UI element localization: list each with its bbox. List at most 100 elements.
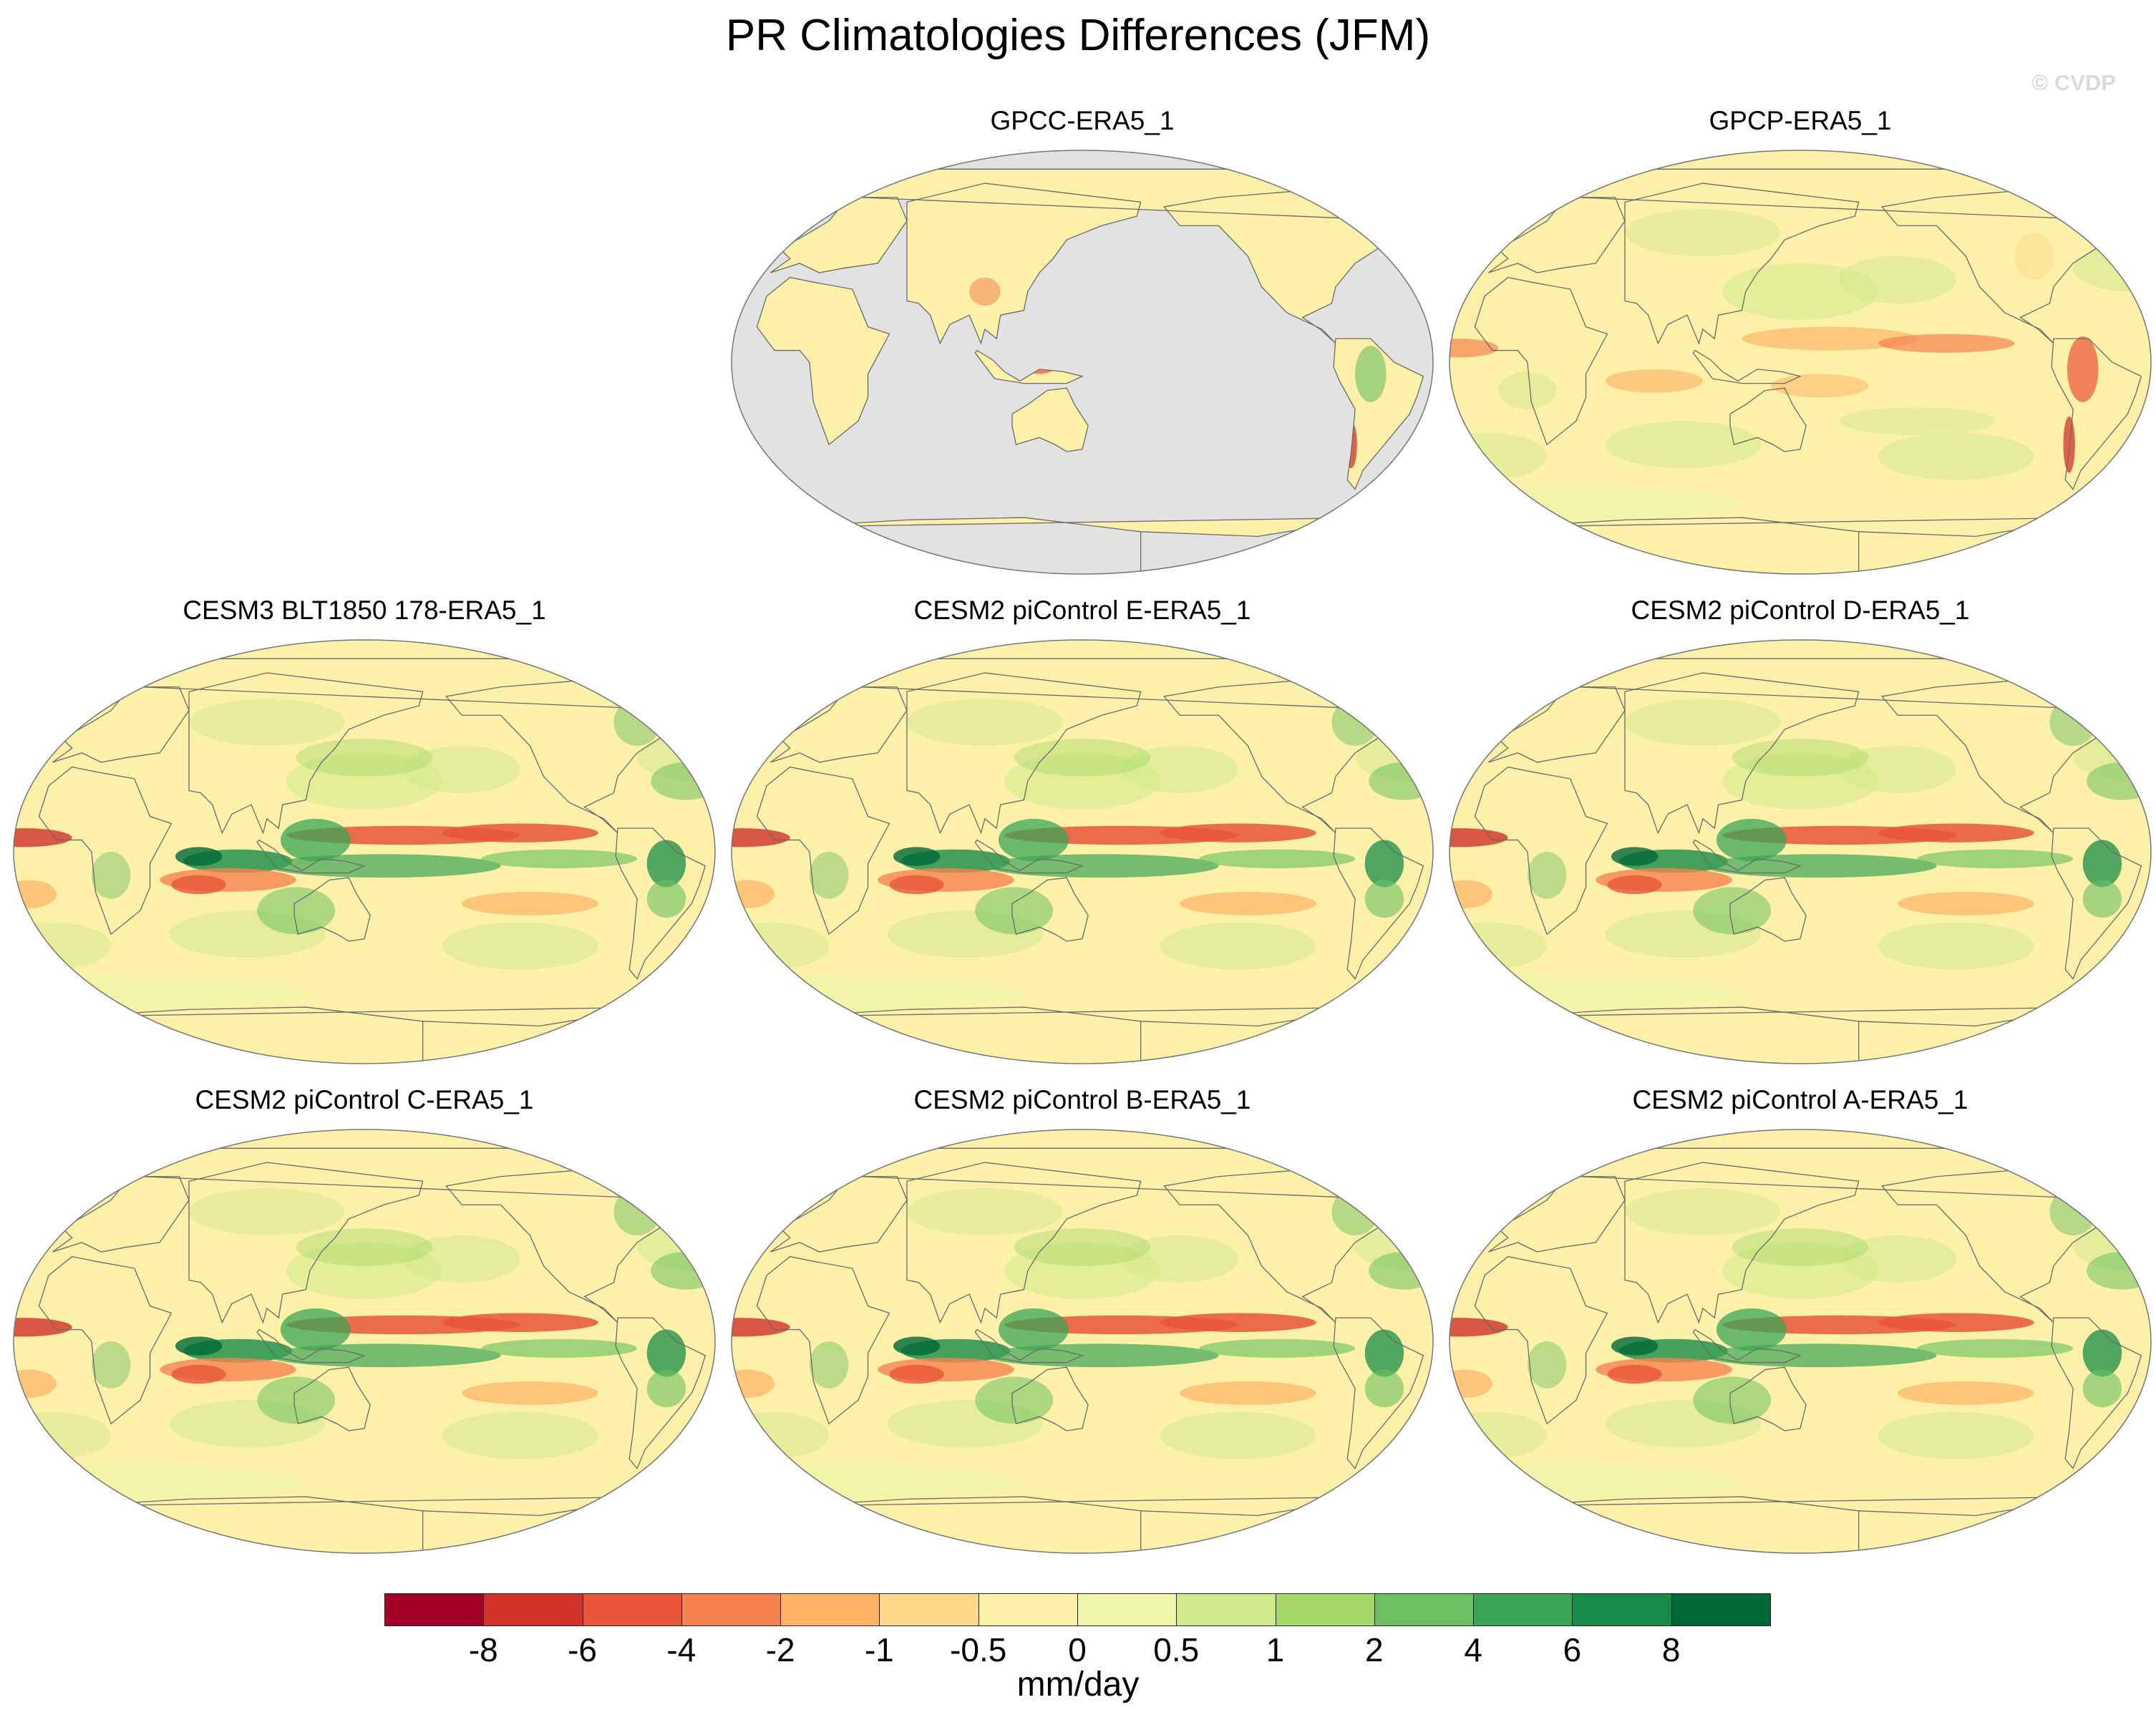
map-outline [731, 639, 1434, 1064]
map-cesm2-d [1449, 639, 2152, 1064]
coastline [38, 1255, 173, 1425]
anomaly-region [613, 1188, 661, 1235]
anomaly-region [1605, 421, 1762, 468]
anomaly-region [975, 887, 1054, 935]
anomaly-region [1527, 852, 1567, 899]
coastline [756, 276, 890, 446]
anomaly-region [975, 1376, 1054, 1424]
anomaly-region [1839, 746, 1956, 793]
colorbar-tick-label: -0.5 [950, 1631, 1007, 1668]
coastline [1692, 1328, 1802, 1364]
coastline [974, 839, 1084, 874]
anomaly-region [1355, 345, 1387, 402]
coastline [188, 1162, 424, 1324]
anomaly-region [286, 1242, 442, 1299]
colorbar-box [1374, 1593, 1475, 1626]
anomaly-region [651, 1252, 715, 1290]
colorbar-box [879, 1593, 979, 1626]
coastline [1011, 877, 1089, 942]
colorbar-box [483, 1593, 583, 1626]
anomaly-region [1121, 746, 1238, 793]
anomaly-region [646, 880, 686, 918]
anomaly-region [2063, 416, 2075, 473]
anomaly-region [1702, 1343, 1937, 1368]
coastline [615, 1317, 706, 1469]
anomaly-region [1364, 1369, 1404, 1408]
coastline [2051, 1317, 2142, 1469]
anomaly-region [1771, 374, 1869, 398]
coastline [1474, 766, 1608, 936]
map-panel-cesm2-e: CESM2 piControl E-ERA5_1 [728, 596, 1437, 1068]
colorbar-tick-label: 6 [1563, 1631, 1582, 1668]
anomaly-region [442, 1313, 598, 1332]
anomaly-region [1160, 823, 1316, 842]
anomaly-region [1917, 1338, 2074, 1359]
map-cesm2-a [1449, 1129, 2152, 1554]
coastline [1624, 672, 1860, 835]
anomaly-region [442, 1411, 598, 1459]
anomaly-region [91, 852, 131, 899]
coastline [974, 1328, 1084, 1364]
coastline [1692, 349, 1802, 384]
anomaly-region [1160, 1411, 1316, 1459]
anomaly-region [646, 1369, 686, 1408]
anomaly-region [1369, 762, 1433, 800]
anomaly-region [1605, 369, 1703, 393]
anomaly-region [257, 1376, 336, 1424]
anomaly-region [1693, 887, 1772, 935]
anomaly-region [2087, 1252, 2151, 1290]
anomaly-region [732, 828, 790, 847]
anomaly-region [1625, 209, 1781, 256]
anomaly-region [1878, 922, 2034, 970]
colorbar [384, 1593, 1771, 1626]
anomaly-region [1878, 1411, 2034, 1459]
anomaly-region [1331, 1188, 1379, 1235]
anomaly-region [1607, 1364, 1662, 1384]
anomaly-region [889, 875, 944, 895]
colorbar-tick-label: -4 [666, 1631, 696, 1668]
anomaly-region [1121, 1235, 1238, 1283]
coastline [1474, 1255, 1608, 1425]
colorbar-box [1473, 1593, 1573, 1626]
anomaly-region [2082, 880, 2122, 918]
anomaly-region [1199, 849, 1356, 869]
anomaly-region [809, 1341, 849, 1389]
map-outline [13, 1129, 716, 1554]
map-outline [731, 1129, 1434, 1554]
anomaly-region [1450, 339, 1499, 358]
anomaly-region [175, 847, 223, 866]
panel-title: CESM2 piControl A-ERA5_1 [1632, 1085, 1968, 1114]
map-outline [13, 639, 716, 1064]
anomaly-region [1450, 1318, 1508, 1337]
colorbar-tick-label: -6 [568, 1631, 598, 1668]
colorbar-tick-label: 2 [1365, 1631, 1384, 1668]
anomaly-region [1180, 1381, 1316, 1405]
anomaly-region [175, 1336, 223, 1356]
anomaly-region [1527, 1341, 1567, 1389]
coastline [756, 766, 890, 936]
panel-title: CESM2 piControl E-ERA5_1 [913, 596, 1251, 625]
anomaly-region [893, 847, 941, 866]
map-panel-cesm2-c: CESM2 piControl C-ERA5_1 [10, 1085, 719, 1558]
coastline [1729, 1366, 1807, 1432]
colorbar-tick-label: -1 [864, 1631, 894, 1668]
coastline [615, 827, 706, 980]
colorbar-box [681, 1593, 782, 1626]
anomaly-region [14, 1318, 72, 1337]
anomaly-region [1878, 432, 2034, 480]
panel-title: CESM2 piControl C-ERA5_1 [195, 1085, 534, 1114]
colorbar-box [1275, 1593, 1375, 1626]
anomaly-region [969, 277, 1001, 306]
anomaly-region [2087, 762, 2151, 800]
anomaly-region [1611, 1336, 1659, 1356]
colorbar-box [1176, 1593, 1276, 1626]
anomaly-region [1014, 739, 1151, 777]
anomaly-region [1693, 1376, 1772, 1424]
panel-title: CESM2 piControl B-ERA5_1 [913, 1085, 1251, 1114]
panel-title: GPCC-ERA5_1 [990, 106, 1175, 135]
coastline [1729, 877, 1807, 942]
anomaly-region [189, 699, 345, 746]
anomaly-region [1625, 699, 1781, 746]
panel-title: CESM2 piControl D-ERA5_1 [1631, 596, 1970, 625]
map-cesm2-c [13, 1129, 716, 1554]
